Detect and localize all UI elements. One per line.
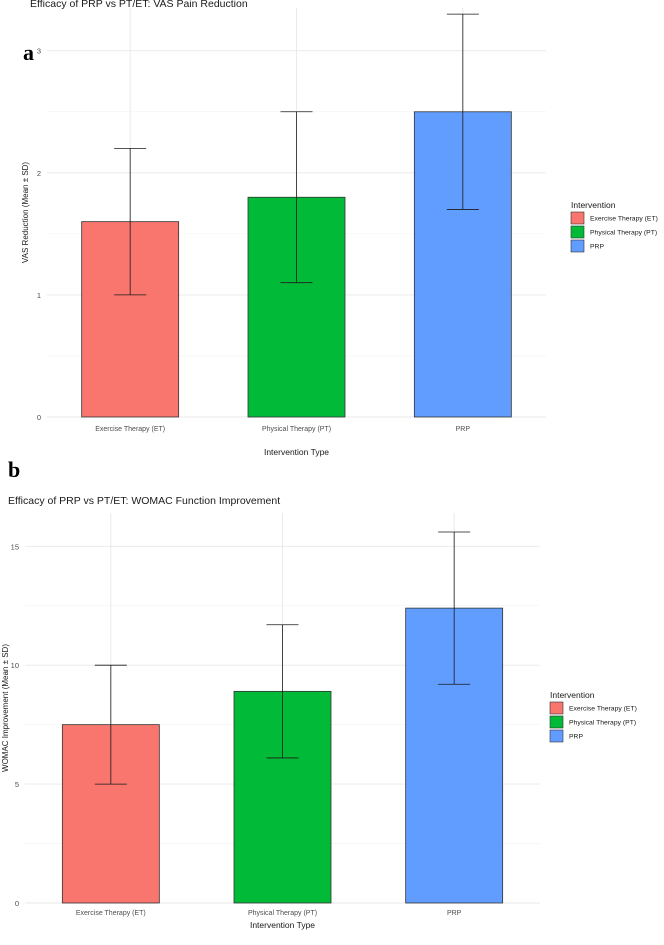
legend-label-1: Exercise Therapy (ET) [569, 706, 637, 713]
legend-label-2: Physical Therapy (PT) [569, 720, 636, 727]
y-axis-label: WOMAC Improvement (Mean ± SD) [1, 644, 10, 772]
legend-swatch-2 [549, 715, 564, 729]
x-tick-label: PRP [447, 910, 462, 917]
x-tick-label: Physical Therapy (PT) [248, 910, 317, 917]
vas-chart: Efficacy of PRP vs PT/ET: VAS Pain Reduc… [21, 0, 658, 457]
legend-swatch-2 [570, 225, 585, 239]
legend-label-1: Exercise Therapy (ET) [590, 216, 658, 223]
legend-title: Intervention [550, 690, 595, 700]
chart-title: Efficacy of PRP vs PT/ET: VAS Pain Reduc… [30, 0, 248, 10]
x-tick-label: PRP [456, 426, 471, 433]
legend-label-3: PRP [569, 734, 583, 741]
x-tick-label: Exercise Therapy (ET) [76, 910, 146, 917]
legend-label-3: PRP [590, 244, 604, 251]
x-axis-label: Intervention Type [264, 447, 329, 457]
panel-b-label: b [8, 457, 21, 482]
legend-label-2: Physical Therapy (PT) [590, 230, 657, 237]
y-tick-label: 5 [15, 780, 19, 789]
legend-swatch-3 [570, 239, 585, 253]
womac-chart: Efficacy of PRP vs PT/ET: WOMAC Function… [1, 495, 637, 930]
y-tick-label: 10 [11, 661, 19, 670]
legend-title: Intervention [571, 200, 616, 210]
legend-swatch-1 [570, 211, 585, 225]
y-tick-label: 3 [37, 47, 41, 56]
y-tick-label: 1 [37, 291, 41, 300]
panel-a-label: a [23, 40, 34, 65]
legend-swatch-3 [549, 729, 564, 743]
y-tick-label: 2 [37, 169, 41, 178]
x-tick-label: Physical Therapy (PT) [262, 426, 331, 433]
chart-title: Efficacy of PRP vs PT/ET: WOMAC Function… [8, 495, 280, 507]
y-tick-label: 0 [15, 899, 19, 908]
x-axis-label: Intervention Type [250, 920, 315, 930]
y-tick-label: 0 [37, 413, 41, 422]
x-tick-label: Exercise Therapy (ET) [95, 426, 165, 433]
y-tick-label: 15 [11, 542, 19, 551]
legend-swatch-1 [549, 701, 564, 715]
y-axis-label: VAS Reduction (Mean ± SD) [21, 162, 30, 264]
